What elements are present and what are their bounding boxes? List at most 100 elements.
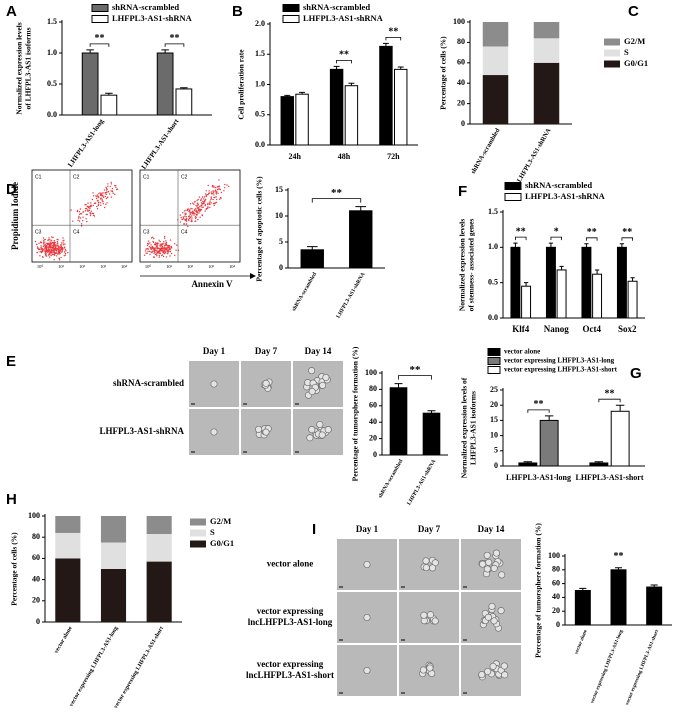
y-tick-label: 20	[552, 606, 560, 615]
event-dot	[200, 199, 202, 202]
event-dot	[155, 242, 157, 244]
significance-bracket	[336, 59, 352, 64]
event-dot	[157, 247, 160, 249]
event-dot	[52, 250, 54, 252]
panel-letter: C	[628, 3, 639, 20]
event-dot	[36, 246, 39, 248]
event-dot	[44, 243, 46, 245]
event-dot	[50, 254, 52, 257]
bar	[389, 387, 408, 456]
error-bar	[614, 567, 623, 570]
event-dot	[43, 239, 45, 241]
significance-bracket	[89, 43, 110, 47]
event-dot	[196, 202, 199, 204]
legend-label: vector expressing LHFPL3-AS1-long	[504, 357, 615, 365]
event-dot	[151, 247, 153, 250]
event-dot	[149, 242, 151, 244]
event-dot	[36, 252, 38, 254]
error-bar	[579, 587, 587, 591]
event-dot	[159, 252, 162, 254]
event-dot	[51, 240, 53, 242]
y-tick-label: 20	[369, 433, 377, 442]
y-tick-label: 0	[556, 620, 560, 629]
flow: C1 C2 C3 C4 10⁰ 10¹ 10² 10³ 10⁴ C1 C2 C3 C4 10⁰ 10¹ 10²…	[10, 169, 256, 289]
event-dot	[91, 198, 94, 201]
y-axis-label: Normalized expression levelsof stemness-…	[457, 219, 475, 312]
event-dot	[146, 252, 148, 254]
event-dot	[183, 223, 185, 225]
event-dot	[165, 243, 167, 245]
flow-x-arrowhead	[250, 273, 256, 279]
y-tick-label: 20	[457, 98, 465, 107]
event-dot	[200, 198, 203, 200]
legend-label: G2/M	[210, 516, 231, 526]
event-dot	[89, 207, 91, 210]
y-tick-label: 40	[369, 417, 377, 426]
legend-label: vector alone	[504, 348, 540, 356]
error-bar	[284, 94, 291, 97]
event-dot	[59, 244, 62, 246]
y-tick-label: 15	[275, 185, 283, 194]
sphere-cell	[422, 564, 430, 572]
bar-segment	[55, 532, 81, 559]
event-dot	[161, 254, 163, 256]
panel-g: G 0 5 10 15 20 25 Normalized expression levels …	[459, 348, 645, 482]
error-bar	[180, 87, 188, 89]
panel-letter: D	[6, 181, 17, 198]
event-dot	[80, 223, 83, 225]
bar-segment	[533, 38, 560, 63]
significance-bracket	[398, 375, 432, 380]
event-dot	[210, 193, 213, 195]
event-dot	[151, 251, 153, 254]
event-dot	[204, 193, 207, 195]
y-tick-label: 0	[36, 617, 40, 626]
event-dot	[92, 214, 95, 217]
event-dot	[165, 256, 168, 258]
y-tick-label: 40	[32, 574, 40, 583]
y-axis-label: Percentage of tumorsphere formation (%)	[351, 346, 360, 481]
panel-f: F 0.0 0.5 1.0 1.5 Normalized expression level…	[457, 180, 645, 334]
event-dot	[207, 207, 209, 209]
event-dot	[190, 211, 193, 213]
event-dot	[51, 241, 54, 244]
bar-segment	[533, 22, 560, 39]
sphere-cell	[255, 425, 263, 433]
significance-bracket	[586, 237, 598, 241]
micrographs: Day 1 Day 7 Day 14 shRNA-scrambled LHFPL3-AS…	[99, 346, 344, 456]
micrograph	[460, 644, 522, 697]
sphere-cell	[316, 420, 324, 429]
event-dot	[165, 241, 168, 244]
bar	[616, 246, 627, 319]
event-dot	[151, 250, 154, 252]
significance-bracket	[527, 409, 550, 413]
event-dot	[158, 252, 160, 254]
event-dot	[161, 245, 164, 248]
event-dot	[87, 210, 89, 212]
event-dot	[201, 214, 204, 217]
y-tick-label: 20	[490, 400, 498, 409]
bar-segment	[533, 62, 560, 124]
y-tick-label: 1.5	[47, 17, 57, 26]
event-dot	[158, 250, 160, 253]
event-dot	[168, 247, 170, 249]
event-dot	[150, 251, 152, 253]
micrograph	[398, 538, 460, 591]
event-dot	[154, 249, 157, 251]
event-dot	[44, 248, 46, 250]
sphere-cell	[484, 667, 492, 676]
sphere-cell	[419, 666, 427, 674]
event-dot	[147, 250, 149, 253]
event-dot	[218, 179, 220, 181]
y-tick-label: 5	[494, 446, 498, 455]
event-dot	[104, 195, 107, 198]
legend-label: LHFPL3-AS1-shRNA	[525, 191, 606, 201]
event-dot	[72, 220, 74, 222]
event-dot	[200, 205, 202, 207]
y-axis-label: Percentage of apoptotic cells (%)	[255, 176, 264, 282]
sphere-cell	[426, 611, 435, 619]
legend-swatch	[190, 540, 206, 548]
event-dot	[203, 198, 205, 200]
event-dot	[185, 217, 188, 220]
event-dot	[203, 196, 206, 198]
event-dot	[191, 217, 193, 219]
